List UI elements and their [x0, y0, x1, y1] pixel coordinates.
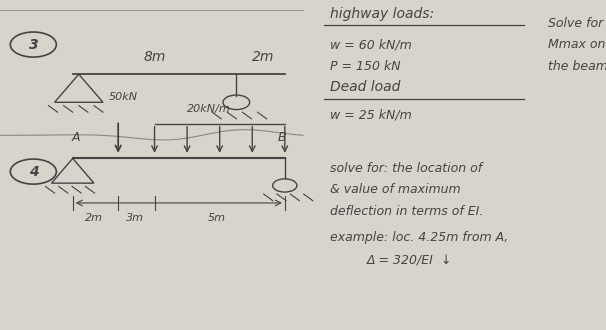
Text: 50kN: 50kN — [109, 92, 138, 102]
Text: Solve for: Solve for — [548, 16, 604, 30]
Text: Dead load: Dead load — [330, 80, 401, 94]
Text: 3m: 3m — [125, 213, 144, 223]
Text: 8m: 8m — [144, 50, 165, 64]
Text: w = 25 kN/m: w = 25 kN/m — [330, 109, 412, 122]
Text: B: B — [278, 131, 286, 144]
Text: w = 60 kN/m: w = 60 kN/m — [330, 38, 412, 51]
Text: P = 150 kN: P = 150 kN — [330, 59, 401, 73]
Text: 2m: 2m — [253, 50, 275, 64]
Text: 5m: 5m — [208, 213, 226, 223]
Text: example: loc. 4.25m from A,: example: loc. 4.25m from A, — [330, 231, 508, 244]
Text: 20kN/m: 20kN/m — [187, 104, 231, 114]
Text: Δ = 320/EI  ↓: Δ = 320/EI ↓ — [367, 254, 452, 267]
Text: 2m: 2m — [85, 213, 103, 223]
Text: & value of maximum: & value of maximum — [330, 183, 461, 196]
Text: deflection in terms of EI.: deflection in terms of EI. — [330, 205, 484, 218]
Text: highway loads:: highway loads: — [330, 8, 435, 21]
Text: the beam: the beam — [548, 59, 606, 73]
Text: Mmax on: Mmax on — [548, 38, 606, 51]
Text: solve for: the location of: solve for: the location of — [330, 162, 482, 175]
Text: A: A — [72, 131, 80, 144]
Text: 3: 3 — [28, 38, 38, 51]
Text: 4: 4 — [28, 165, 38, 179]
